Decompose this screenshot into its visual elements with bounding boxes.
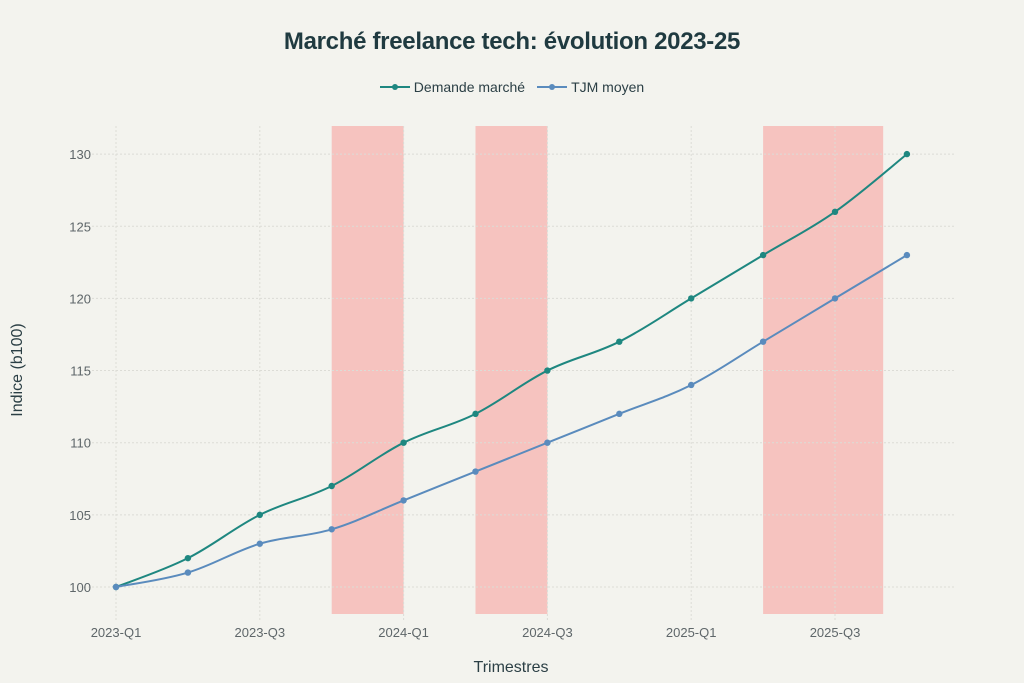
data-point[interactable] xyxy=(544,367,551,374)
data-point[interactable] xyxy=(903,251,911,259)
y-tick-label: 130 xyxy=(69,147,91,162)
data-point[interactable] xyxy=(616,410,623,418)
data-point[interactable] xyxy=(400,497,407,504)
x-tick-label: 2025-Q3 xyxy=(810,625,861,640)
legend-swatch-demande xyxy=(379,84,410,90)
data-point[interactable] xyxy=(112,583,120,591)
x-tick-label: 2024-Q1 xyxy=(378,625,429,640)
series-lines xyxy=(112,150,911,591)
y-tick-label: 115 xyxy=(70,364,91,379)
y-tick-label: 100 xyxy=(69,580,91,595)
data-point[interactable] xyxy=(903,150,911,158)
y-tick-label: 105 xyxy=(69,508,91,523)
data-point[interactable] xyxy=(184,569,192,576)
data-point[interactable] xyxy=(759,251,767,259)
data-point[interactable] xyxy=(831,208,839,216)
data-point[interactable] xyxy=(616,338,623,345)
data-point[interactable] xyxy=(328,526,335,533)
shaded-region-2 xyxy=(475,126,548,614)
x-tick-label: 2025-Q1 xyxy=(666,625,717,640)
series-line xyxy=(115,153,908,588)
data-point[interactable] xyxy=(328,482,335,490)
data-point[interactable] xyxy=(184,554,192,562)
data-point[interactable] xyxy=(831,295,839,302)
data-point[interactable] xyxy=(256,540,263,547)
legend: Demande marché TJM moyen xyxy=(0,79,1024,95)
data-point[interactable] xyxy=(400,439,407,446)
data-point[interactable] xyxy=(472,410,479,418)
x-axis-title: Trimestres xyxy=(474,659,549,676)
x-axis-ticks: 2023-Q1 2023-Q3 2024-Q1 2024-Q3 2025-Q1 2025-… xyxy=(91,625,861,640)
legend-label-demande: Demande marché xyxy=(413,79,526,95)
legend-item-tjm[interactable]: TJM moyen xyxy=(537,79,644,95)
shaded-region-1 xyxy=(331,126,404,614)
data-point[interactable] xyxy=(256,511,263,519)
legend-item-demande[interactable]: Demande marché xyxy=(379,79,526,95)
shaded-regions xyxy=(331,126,884,614)
y-tick-label: 110 xyxy=(70,436,91,451)
data-point[interactable] xyxy=(544,439,551,446)
gridlines xyxy=(80,126,955,622)
data-point[interactable] xyxy=(472,468,479,475)
legend-label-tjm: TJM moyen xyxy=(571,79,645,95)
x-tick-label: 2023-Q1 xyxy=(91,625,142,640)
data-point[interactable] xyxy=(759,338,767,345)
legend-swatch-tjm xyxy=(537,84,568,90)
data-point[interactable] xyxy=(688,381,695,389)
shaded-region-3 xyxy=(763,126,884,614)
x-tick-label: 2023-Q3 xyxy=(235,625,286,640)
y-axis-ticks: 100 105 110 115 120 125 130 xyxy=(69,147,91,595)
data-point[interactable] xyxy=(688,295,695,302)
x-tick-label: 2024-Q3 xyxy=(522,625,573,640)
series-tjm-moyen xyxy=(112,251,911,591)
y-tick-label: 120 xyxy=(69,291,91,306)
y-axis-title: Indice (b100) xyxy=(9,323,26,416)
y-tick-label: 125 xyxy=(69,219,91,234)
chart-title: Marché freelance tech: évolution 2023-25 xyxy=(283,28,741,55)
